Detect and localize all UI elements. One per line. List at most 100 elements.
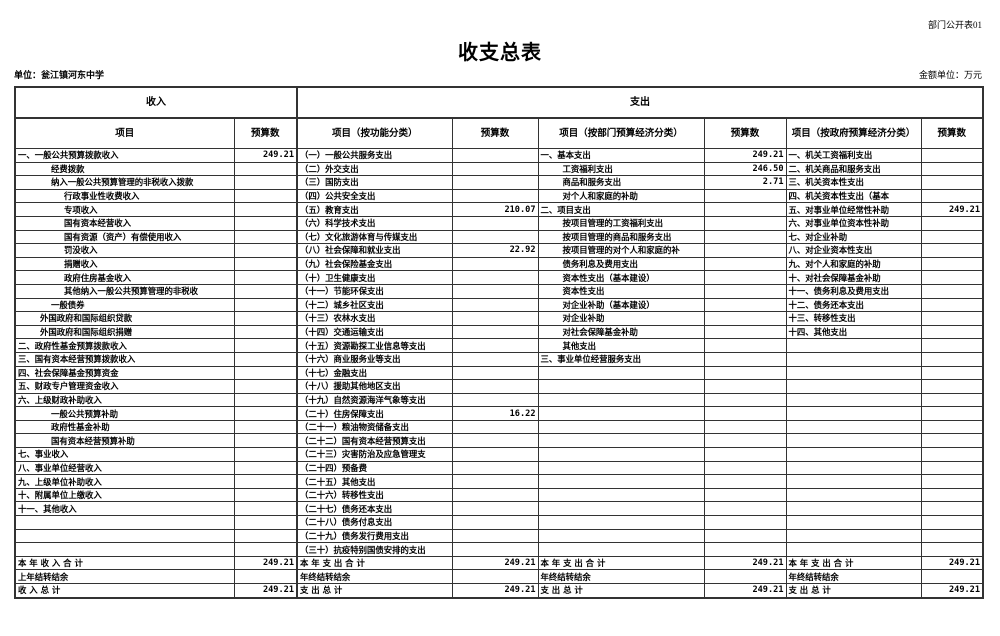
func-item: （二）外交支出: [296, 161, 453, 177]
income-item: 国有资本经营预算补助: [14, 433, 235, 449]
income-item: 三、国有资本经营预算拨款收入: [14, 351, 235, 367]
income-item: 九、上级单位补助收入: [14, 474, 235, 489]
dept-total-label: 支 出 总 计: [537, 582, 705, 599]
income-budget: [233, 324, 298, 340]
dept-budget: 246.50: [703, 161, 787, 177]
gov-budget: [920, 270, 984, 285]
func-item: （二十九）债务发行费用支出: [296, 528, 453, 544]
dept-budget: [703, 229, 787, 245]
dept-budget: [703, 487, 787, 503]
dept-total-label: 年终结转结余: [537, 569, 705, 584]
dept-budget: [703, 460, 787, 476]
income-item: 二、政府性基金预算拨款收入: [14, 338, 235, 353]
dept-item: [537, 447, 705, 462]
dept-total-value: 249.21: [703, 582, 787, 599]
func-budget: [451, 542, 539, 557]
table-row: （三十）抗疫特别国债安排的支出: [14, 542, 984, 557]
func-budget: [451, 419, 539, 435]
gov-total-value: 249.21: [920, 582, 984, 599]
income-total-value: [233, 569, 298, 584]
dept-budget: [703, 256, 787, 272]
dept-item: 三、事业单位经营服务支出: [537, 351, 705, 367]
gov-budget: [920, 297, 984, 313]
gov-budget: [920, 542, 984, 557]
table-row: 十一、其他收入 （二十七）债务还本支出: [14, 501, 984, 517]
total-row: 收 入 总 计 249.21 支 出 总 计 249.21 支 出 总 计 249.21 支…: [14, 582, 984, 599]
func-item: （二十四）预备费: [296, 460, 453, 476]
dept-budget: [703, 542, 787, 557]
dept-item: 一、基本支出: [537, 148, 705, 163]
income-budget: [233, 365, 298, 381]
table-row: 一般债券 （十二）城乡社区支出 对企业补助（基本建设） 十二、债务还本支出: [14, 297, 984, 313]
gov-budget: [920, 338, 984, 353]
income-item: 七、事业收入: [14, 447, 235, 462]
func-item: （七）文化旅游体育与传媒支出: [296, 229, 453, 245]
income-budget: [233, 460, 298, 476]
income-item-header: 项目: [14, 117, 235, 149]
income-item: 经费拨款: [14, 161, 235, 177]
func-budget: [451, 515, 539, 530]
func-budget: [451, 365, 539, 381]
income-budget: [233, 528, 298, 544]
income-item: 纳入一般公共预算管理的非税收入拨款: [14, 175, 235, 190]
gov-budget: [920, 351, 984, 367]
income-total-label: 本 年 收 入 合 计: [14, 555, 235, 571]
gov-item: 二、机关商品和服务支出: [785, 161, 922, 177]
dept-budget: [703, 311, 787, 326]
dept-budget: 2.71: [703, 175, 787, 190]
dept-item: [537, 379, 705, 394]
gov-item: [785, 433, 922, 449]
func-item: （二十八）债务付息支出: [296, 515, 453, 530]
func-budget: [451, 392, 539, 408]
table-row: 国有资源（资产）有偿使用收入 （七）文化旅游体育与传媒支出 按项目管理的商品和服务支…: [14, 229, 984, 245]
func-budget: [451, 256, 539, 272]
income-total-value: 249.21: [233, 555, 298, 571]
dept-budget: [703, 379, 787, 394]
func-item: （二十七）债务还本支出: [296, 501, 453, 517]
page-title: 收支总表: [458, 40, 542, 64]
gov-budget: [920, 215, 984, 231]
dept-item: 二、项目支出: [537, 202, 705, 217]
expense-header: 支出: [296, 86, 984, 119]
income-budget: [233, 229, 298, 245]
income-budget: [233, 161, 298, 177]
dept-item: [537, 433, 705, 449]
dept-item: 对企业补助: [537, 311, 705, 326]
income-item: 外国政府和国际组织捐赠: [14, 324, 235, 340]
unit-name: 单位：瓮江镇河东中学: [14, 71, 105, 81]
dept-item: [537, 365, 705, 381]
gov-item: 三、机关资本性支出: [785, 175, 922, 190]
func-budget-header: 预算数: [451, 117, 539, 149]
dept-budget: [703, 324, 787, 340]
income-budget: [233, 447, 298, 462]
income-item: 政府性基金补助: [14, 419, 235, 435]
income-item: 一般公共预算补助: [14, 406, 235, 421]
func-budget: [451, 447, 539, 462]
table-row: 政府住房基金收入 （十）卫生健康支出 资本性支出（基本建设） 十、对社会保障基金补助: [14, 270, 984, 285]
table-row: 政府性基金补助 （二十一）粮油物资储备支出: [14, 419, 984, 435]
income-budget: [233, 433, 298, 449]
table-row: 经费拨款 （二）外交支出 工资福利支出 246.50 二、机关商品和服务支出: [14, 161, 984, 177]
income-item: 其他纳入一般公共预算管理的非税收: [14, 283, 235, 299]
income-total-label: 收 入 总 计: [14, 582, 235, 599]
income-budget: [233, 215, 298, 231]
income-budget: [233, 338, 298, 353]
gov-total-value: 249.21: [920, 555, 984, 571]
func-item: （二十六）转移性支出: [296, 487, 453, 503]
dept-budget: [703, 297, 787, 313]
income-item: 五、财政专户管理资金收入: [14, 379, 235, 394]
func-budget: 22.92: [451, 243, 539, 258]
dept-budget: [703, 215, 787, 231]
dept-budget: [703, 202, 787, 217]
dept-budget: [703, 338, 787, 353]
dept-budget: [703, 392, 787, 408]
gov-budget: [920, 256, 984, 272]
dept-budget: [703, 515, 787, 530]
table-row: 行政事业性收费收入 （四）公共安全支出 对个人和家庭的补助 四、机关资本性支出（基本: [14, 188, 984, 204]
gov-budget: [920, 148, 984, 163]
dept-item: 其他支出: [537, 338, 705, 353]
income-item: 罚没收入: [14, 243, 235, 258]
func-item: （十一）节能环保支出: [296, 283, 453, 299]
gov-budget: [920, 229, 984, 245]
func-budget: [451, 161, 539, 177]
